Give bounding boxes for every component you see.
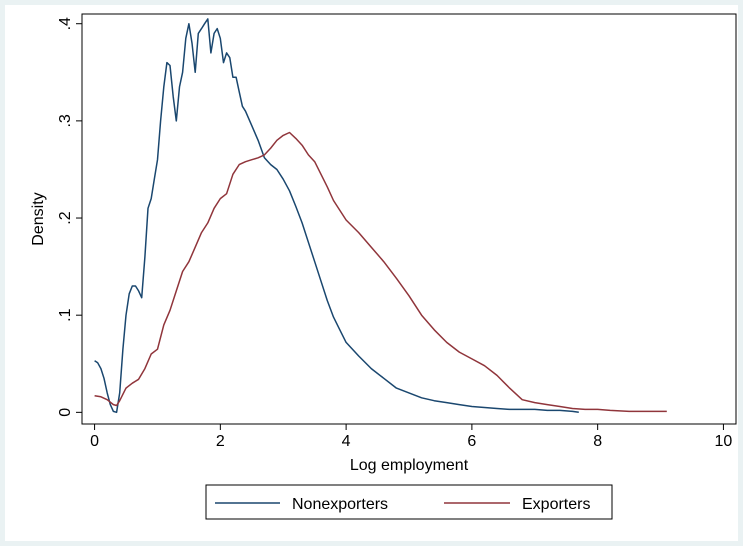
y-tick-label: .4 <box>57 17 74 30</box>
x-tick-label: 0 <box>90 433 99 450</box>
y-tick-label: .2 <box>57 211 74 224</box>
y-axis-label: Density <box>30 192 47 245</box>
legend-label-exporters: Exporters <box>522 496 590 513</box>
legend-box <box>205 484 613 520</box>
plot-frame <box>81 13 737 425</box>
x-tick-label: 4 <box>342 433 351 450</box>
series-line-exporters <box>94 131 667 413</box>
x-tick-label: 2 <box>216 433 225 450</box>
x-tick-label: 10 <box>715 433 733 450</box>
legend-label-nonexporters: Nonexporters <box>292 496 388 513</box>
x-tick-label: 8 <box>593 433 602 450</box>
series-line-nonexporters <box>94 18 579 414</box>
x-tick-label: 6 <box>467 433 476 450</box>
axes: 0 2 4 6 8 10 0 .1 .2 .3 .4 <box>57 17 732 450</box>
y-tick-label: .1 <box>57 308 74 321</box>
y-tick-label: .3 <box>57 114 74 127</box>
series-layer <box>94 18 667 414</box>
y-tick-label: 0 <box>57 408 74 417</box>
legend: Nonexporters Exporters <box>205 484 613 520</box>
x-axis-label: Log employment <box>350 457 469 474</box>
